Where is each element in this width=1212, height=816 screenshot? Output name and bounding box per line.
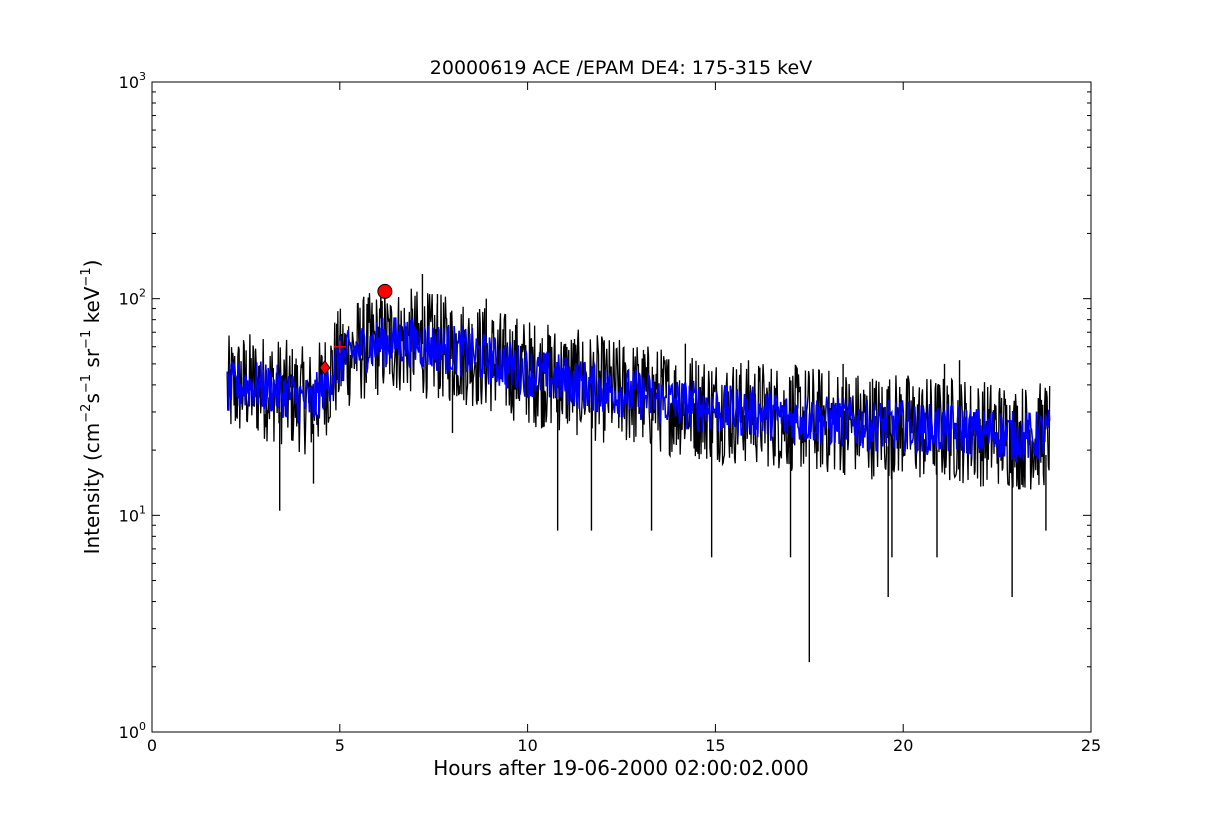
x-tick-label: 0 xyxy=(147,736,157,755)
chart-title: 20000619 ACE /EPAM DE4: 175-315 keV xyxy=(430,57,812,79)
plot-frame xyxy=(151,81,1092,733)
y-tick-label: 103 xyxy=(119,70,146,92)
marker-diamond xyxy=(319,359,331,376)
y-tick-label: 100 xyxy=(119,720,146,742)
x-tick-label: 5 xyxy=(335,736,345,755)
y-axis: 100 101 102 103 xyxy=(119,70,1091,742)
y-tick-label: 102 xyxy=(119,287,146,309)
y-tick-label: 101 xyxy=(119,503,146,525)
series-raw-line xyxy=(226,288,1051,490)
x-axis: 0 5 10 15 20 25 xyxy=(147,82,1101,755)
x-axis-label: Hours after 19-06-2000 02:00:02.000 xyxy=(433,756,809,780)
x-tick-label: 25 xyxy=(1081,736,1101,755)
marker-circle xyxy=(377,283,393,299)
plot-area xyxy=(226,273,1051,663)
x-tick-label: 10 xyxy=(517,736,537,755)
x-tick-label: 20 xyxy=(893,736,913,755)
y-axis-label: Intensity (cm−2s−1 sr−1 keV−1) xyxy=(79,260,104,555)
series-smoothed-line xyxy=(226,316,1051,463)
x-tick-label: 15 xyxy=(705,736,725,755)
